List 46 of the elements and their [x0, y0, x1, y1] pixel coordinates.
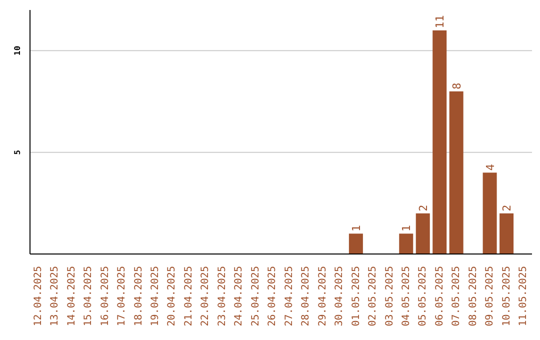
x-tick-label: 12.04.2025 [32, 266, 44, 326]
data-label: 4 [484, 164, 497, 171]
x-tick-label: 02.05.2025 [368, 266, 379, 326]
x-tick-label: 06.05.2025 [434, 266, 446, 326]
x-tick-label: 04.05.2025 [401, 266, 412, 326]
bar [500, 213, 514, 254]
bar [432, 30, 447, 254]
x-tick-label: 16.04.2025 [100, 266, 111, 326]
data-label: 8 [450, 82, 464, 90]
bar [449, 91, 464, 254]
data-label: 2 [416, 204, 430, 212]
y-tick-label: 5 [13, 150, 22, 155]
x-tick-label: 17.04.2025 [116, 266, 128, 326]
x-tick-label: 29.04.2025 [317, 266, 328, 326]
bar [399, 234, 414, 254]
x-tick-label: 21.04.2025 [183, 266, 194, 326]
x-tick-label: 11.05.2025 [518, 266, 530, 326]
data-label: 1 [400, 225, 414, 232]
bar [348, 234, 363, 254]
x-tick-label: 09.05.2025 [484, 266, 496, 326]
x-tick-label: 22.04.2025 [200, 266, 212, 326]
data-label: 1 [350, 225, 363, 232]
x-tick-label: 13.04.2025 [50, 266, 61, 326]
x-tick-label: 26.04.2025 [267, 266, 278, 326]
x-tick-label: 28.04.2025 [300, 266, 312, 326]
x-tick-label: 20.04.2025 [166, 266, 178, 326]
x-tick-label: 05.05.2025 [418, 266, 429, 326]
bar [416, 213, 430, 254]
x-tick-label: 30.04.2025 [334, 266, 346, 326]
x-tick-label: 10.05.2025 [501, 266, 512, 326]
bar [482, 172, 497, 254]
x-tick-label: 15.04.2025 [83, 266, 94, 326]
x-tick-label: 08.05.2025 [468, 266, 479, 326]
data-label: 11 [434, 15, 447, 28]
x-tick-label: 27.04.2025 [284, 266, 295, 326]
x-tick-label: 25.04.2025 [250, 266, 262, 326]
data-label: 2 [500, 204, 514, 212]
x-tick-label: 18.04.2025 [133, 266, 144, 326]
y-tick-label: 10 [13, 46, 22, 56]
x-tick-label: 03.05.2025 [384, 266, 396, 326]
x-tick-label: 07.05.2025 [451, 266, 462, 326]
x-tick-label: 24.04.2025 [234, 266, 245, 326]
x-tick-label: 01.05.2025 [350, 266, 362, 326]
x-tick-label: 23.04.2025 [216, 266, 228, 326]
x-tick-label: 14.04.2025 [66, 266, 78, 326]
x-tick-label: 19.04.2025 [150, 266, 161, 326]
